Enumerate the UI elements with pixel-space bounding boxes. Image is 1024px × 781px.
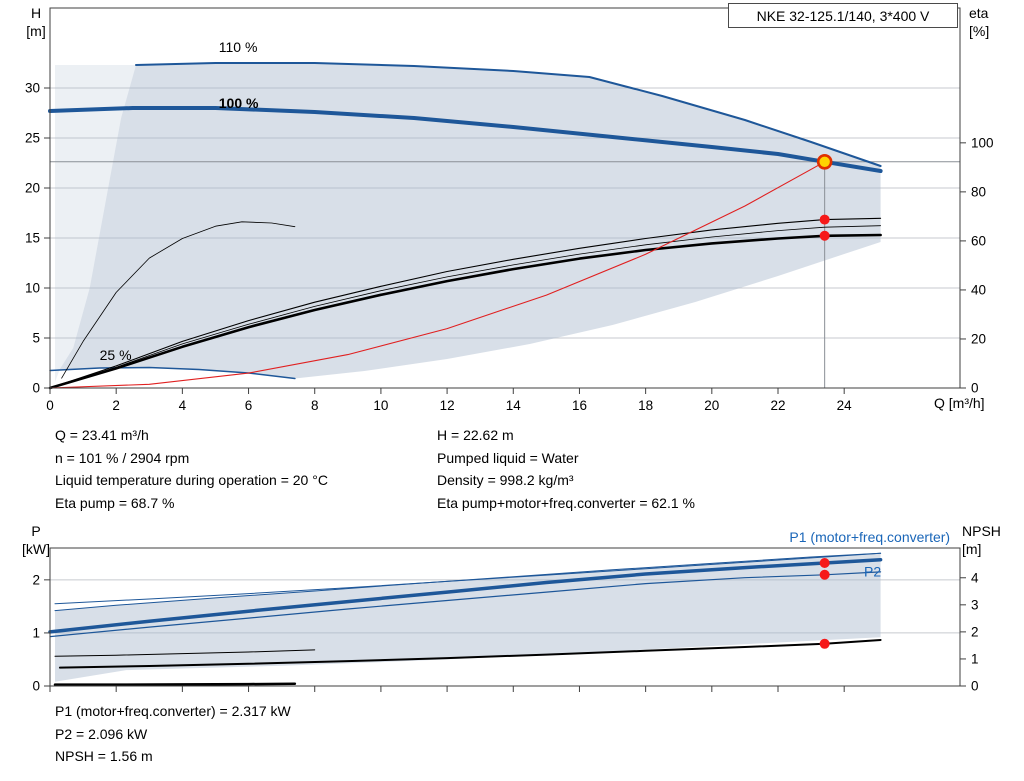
h-axis-symbol: H <box>30 5 42 21</box>
npsh-min-speed-curve <box>53 682 297 686</box>
eta-axis-unit: [%] <box>969 23 990 39</box>
tick-label: 4 <box>971 570 979 585</box>
tick-label: 15 <box>25 231 40 246</box>
tick-label: 20 <box>25 181 40 196</box>
speed-envelope <box>50 63 881 379</box>
tick-label: 16 <box>572 398 587 413</box>
tick-label: 25 <box>25 131 40 146</box>
tick-label: 18 <box>638 398 653 413</box>
tick-label: 3 <box>971 597 979 612</box>
tick-label: 0 <box>971 381 979 396</box>
duty-point[interactable] <box>816 154 833 170</box>
p-min-speed-curve <box>54 649 316 657</box>
eta-pump-band-curve <box>49 225 881 389</box>
power-envelope <box>55 553 881 682</box>
curve-label: P2 <box>864 564 881 580</box>
affinity-parabola <box>49 161 826 389</box>
info-line-eta-pump: Eta pump = 68.7 % <box>55 494 175 511</box>
p-axis-label: P [kW] <box>14 522 58 558</box>
tick-label: 2 <box>112 398 120 413</box>
q-axis-label: Q [m³/h] <box>934 395 985 411</box>
tick-label: 40 <box>971 282 986 297</box>
tick-label: 0 <box>971 679 979 694</box>
result-line-npsh: NPSH = 1.56 m <box>55 748 153 764</box>
curve-label: 110 % <box>219 39 258 55</box>
tick-label: 10 <box>373 398 388 413</box>
tick-label: 24 <box>837 398 853 413</box>
tick-label: 2 <box>32 572 40 587</box>
tick-label: 8 <box>311 398 319 413</box>
info-line-pumped-liquid: Pumped liquid = Water <box>437 449 579 466</box>
curve-label: 100 % <box>219 95 259 111</box>
tick-label: 22 <box>770 398 785 413</box>
curve-label: P1 (motor+freq.converter) <box>789 529 950 545</box>
p-axis-unit: [kW] <box>22 541 50 557</box>
npsh-axis-symbol: NPSH <box>962 523 1001 539</box>
tick-label: 0 <box>32 381 40 396</box>
tick-label: 20 <box>971 331 986 346</box>
npsh-point <box>819 638 830 649</box>
tick-label: 1 <box>971 651 979 666</box>
eta-axis-symbol: eta <box>969 5 989 21</box>
results-panel: P1 (motor+freq.converter) = 2.317 kW P2 … <box>55 700 291 768</box>
tick-label: 4 <box>179 398 187 413</box>
tick-label: 20 <box>704 398 719 413</box>
power-npsh-chart-canvas[interactable]: 0 1 2 0 1 2 3 4 P1 (motor+freq.converter) P2 <box>0 520 1024 710</box>
eta-pump-point <box>819 214 830 225</box>
speed-envelope-light <box>55 65 136 382</box>
tick-label: 0 <box>46 398 54 413</box>
tick-label: 60 <box>971 233 986 248</box>
pump-model-box: NKE 32-125.1/140, 3*400 V <box>728 3 958 28</box>
info-line-speed: n = 101 % / 2904 rpm <box>55 449 190 466</box>
tick-label: 14 <box>506 398 522 413</box>
tick-label: 2 <box>971 624 979 639</box>
tick-label: 80 <box>971 184 986 199</box>
info-line-liquid-temp: Liquid temperature during operation = 20… <box>55 472 328 488</box>
info-line-eta-total: Eta pump+motor+freq.converter = 62.1 % <box>437 494 695 511</box>
tick-label: 10 <box>25 281 40 296</box>
h-axis-label: H [m] <box>14 4 58 40</box>
tick-label: 30 <box>25 81 40 96</box>
speed-curve-100 <box>48 106 883 173</box>
npsh-curve <box>58 639 882 669</box>
eta-pump-curve <box>49 217 882 389</box>
p2-point <box>819 569 830 580</box>
plot-frame <box>49 547 961 687</box>
eta-axis-label: eta [%] <box>969 4 989 40</box>
p1-curve <box>48 557 883 634</box>
plot-frame <box>49 7 961 389</box>
tick-label: 100 <box>971 135 994 150</box>
npsh-axis-unit: [m] <box>962 541 982 557</box>
result-line-p2: P2 = 2.096 kW <box>55 725 148 742</box>
npsh-axis-label: NPSH [m] <box>962 522 1001 558</box>
duty-info-right-column: H = 22.62 m Pumped liquid = Water Densit… <box>437 424 695 514</box>
curve-label: 25 % <box>100 347 132 363</box>
eta-curve-reduced-speed <box>61 221 296 379</box>
p1-point <box>819 558 830 569</box>
info-line-q: Q = 23.41 m³/h <box>55 427 149 443</box>
h-axis-unit: [m] <box>26 23 46 39</box>
speed-curve-110 <box>135 62 882 167</box>
speed-curve-25 <box>49 366 296 380</box>
tick-label: 12 <box>440 398 455 413</box>
info-line-density: Density = 998.2 kg/m³ <box>437 472 574 488</box>
p-axis-symbol: P <box>31 523 41 539</box>
p2-curve <box>49 571 882 638</box>
result-line-p1: P1 (motor+freq.converter) = 2.317 kW <box>55 703 291 719</box>
tick-label: 0 <box>32 679 40 694</box>
tick-label: 6 <box>245 398 253 413</box>
eta-total-point <box>819 230 830 241</box>
duty-info-left-column: Q = 23.41 m³/h n = 101 % / 2904 rpm Liqu… <box>55 424 328 514</box>
tick-label: 5 <box>32 331 40 346</box>
eta-total-curve <box>48 233 882 390</box>
info-line-h: H = 22.62 m <box>437 427 514 443</box>
p1-upper-band-curve <box>54 552 882 605</box>
tick-label: 1 <box>32 625 40 640</box>
